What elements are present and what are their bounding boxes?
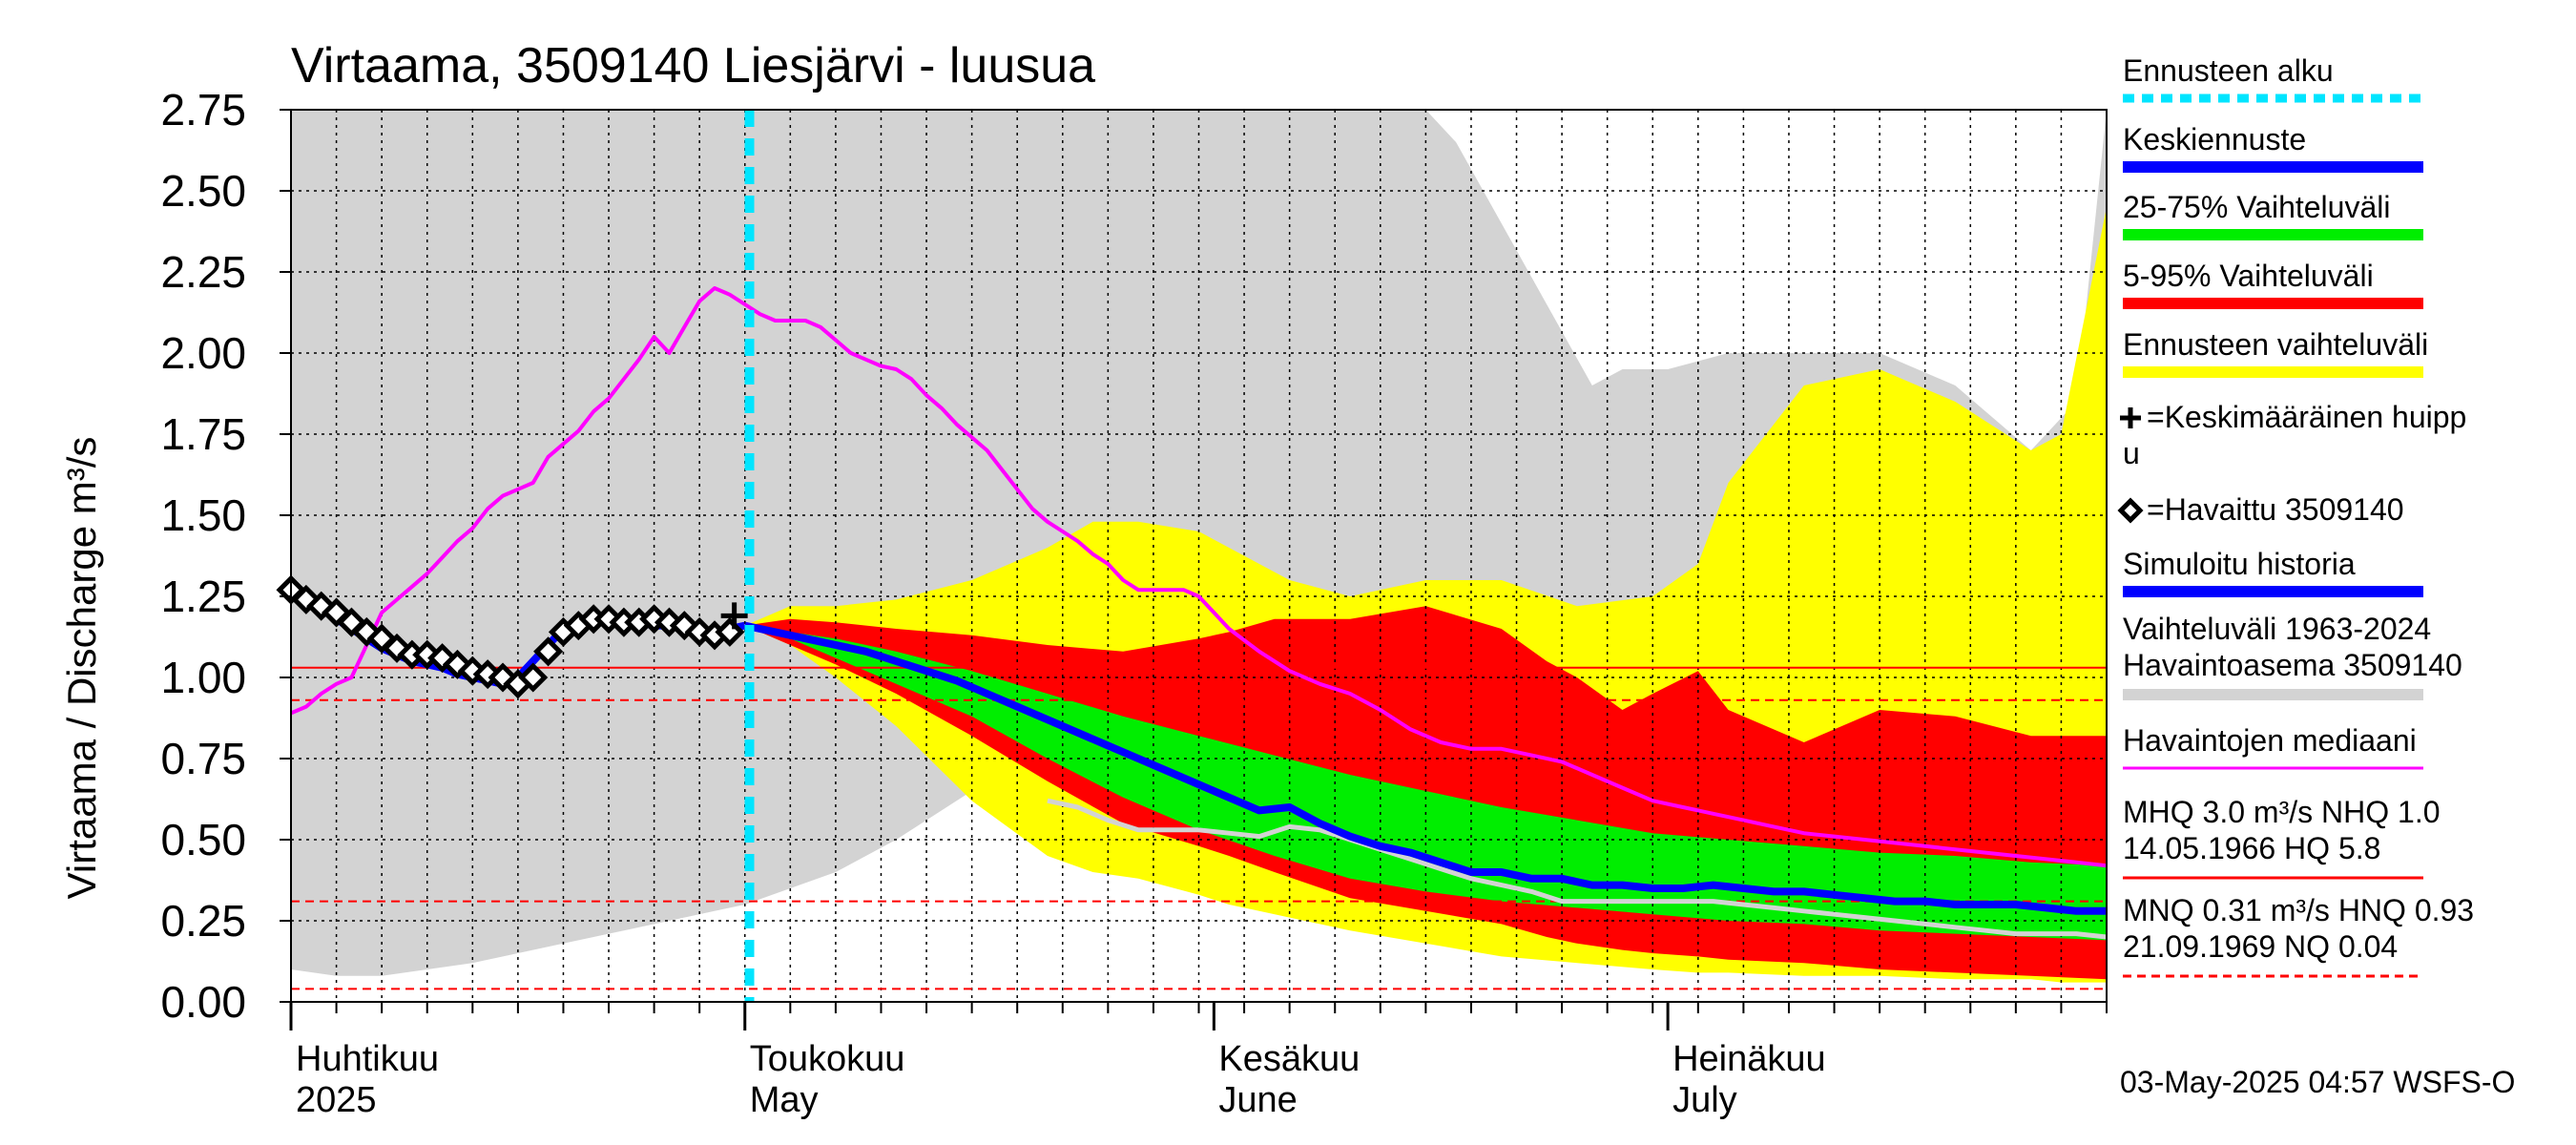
series-havaintojen-mediaani — [290, 286, 2108, 868]
y-tick-label: 1.75 — [160, 409, 246, 459]
y-tick-label: 0.25 — [160, 896, 246, 946]
legend-label-2: Havaintoasema 3509140 — [2123, 648, 2462, 682]
month-label-fi: Toukokuu — [750, 1039, 905, 1079]
legend-label-2: 14.05.1966 HQ 5.8 — [2123, 831, 2380, 865]
legend-label: MHQ 3.0 m³/s NHQ 1.0 — [2123, 795, 2441, 829]
legend-label: Ennusteen alku — [2123, 53, 2334, 88]
y-tick-label: 1.00 — [160, 653, 246, 702]
month-label-en: July — [1672, 1080, 1737, 1120]
legend-label: Ennusteen vaihteluväli — [2123, 327, 2428, 362]
y-tick-label: 2.00 — [160, 328, 246, 378]
legend-label: Keskiennuste — [2123, 122, 2306, 156]
legend-label: Havaintojen mediaani — [2123, 723, 2417, 758]
y-tick-label: 1.50 — [160, 490, 246, 540]
legend-label: 25-75% Vaihteluväli — [2123, 190, 2390, 224]
y-tick-label: 0.50 — [160, 815, 246, 864]
legend-label: MNQ 0.31 m³/s HNQ 0.93 — [2123, 893, 2474, 927]
series-havaintoasema-3509140 — [1047, 798, 2108, 940]
observed-point — [533, 636, 564, 667]
month-label-fi: Kesäkuu — [1218, 1039, 1360, 1079]
y-axis-label: Virtaama / Discharge m³/s — [59, 437, 104, 900]
series-keskiennuste — [743, 621, 2107, 915]
legend-label: 5-95% Vaihteluväli — [2123, 259, 2374, 293]
month-label-en: May — [750, 1080, 819, 1120]
legend-label: Simuloitu historia — [2123, 547, 2356, 581]
band-25-75 — [744, 625, 2107, 941]
y-tick-label: 2.75 — [160, 85, 246, 135]
legend: Ennusteen alku Keskiennuste 25-75% Vaihtel… — [2117, 53, 2474, 978]
legend-label: Vaihteluväli 1963-2024 — [2123, 612, 2431, 646]
month-label-en: 2025 — [296, 1080, 377, 1120]
month-label-fi: Huhtikuu — [296, 1039, 439, 1079]
y-tick-label: 0.00 — [160, 977, 246, 1027]
legend-diamond-icon — [2117, 497, 2144, 524]
timestamp-footer: 03-May-2025 04:57 WSFS-O — [2120, 1065, 2515, 1099]
mean-peak-marker — [720, 602, 748, 630]
legend-label: =Keskimääräinen huipp — [2147, 400, 2466, 434]
observed-point — [518, 662, 549, 693]
legend-label: =Havaittu 3509140 — [2147, 492, 2404, 527]
y-tick-label: 0.75 — [160, 734, 246, 783]
y-tick-label: 1.25 — [160, 572, 246, 621]
legend-label-2: u — [2123, 436, 2140, 470]
legend-label-2: 21.09.1969 NQ 0.04 — [2123, 929, 2398, 964]
y-tick-label: 2.25 — [160, 247, 246, 297]
legend-plus-icon — [2120, 407, 2141, 428]
chart-title: Virtaama, 3509140 Liesjärvi - luusua — [291, 38, 1095, 94]
month-label-en: June — [1218, 1080, 1297, 1120]
y-tick-label: 2.50 — [160, 166, 246, 216]
month-label-fi: Heinäkuu — [1672, 1039, 1826, 1079]
